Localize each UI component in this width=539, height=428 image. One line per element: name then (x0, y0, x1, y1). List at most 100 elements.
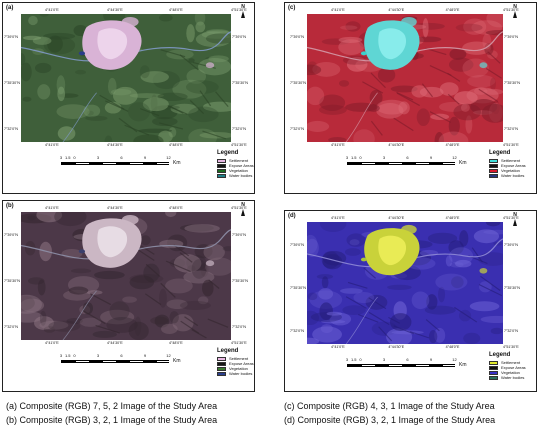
legend-swatch (217, 356, 226, 361)
caption-b: (b) Composite (RGB) 3, 2, 1 Image of the… (6, 415, 218, 425)
legend-swatch (217, 366, 226, 371)
scale-label: 0 (359, 357, 362, 362)
scale-label: 9 (143, 353, 147, 358)
longitude-tick-top: 4°51'30"E (503, 216, 519, 220)
scale-bar-track (347, 162, 456, 165)
scale-bar: 3 1.5 0 3 6 9 12 Km (59, 155, 191, 170)
scale-segment (375, 365, 389, 366)
legend-label: Settlement (229, 157, 249, 163)
map-panel-d: (d) 4°41'0"E 4°44'30"E 4°48'0"E 4°51'30"E 4°… (284, 210, 537, 392)
scale-segment (429, 365, 443, 366)
scale-label: 9 (429, 155, 433, 160)
latitude-tick-left: 7°39'0"N (4, 35, 18, 39)
scale-segment (62, 361, 76, 362)
scale-label: 0 (73, 353, 76, 358)
scale-segment (116, 163, 130, 164)
scale-segment (388, 163, 402, 164)
scale-segment (62, 163, 76, 164)
scale-bar: 3 1.5 0 3 6 9 12 Km (59, 353, 191, 368)
map-panel-c: (c) 4°41'0"E 4°44'30"E 4°48'0"E 4°51'30"E 4°… (284, 2, 537, 194)
panel-letter: (d) (288, 213, 296, 219)
legend-swatch (489, 173, 498, 178)
scale-segment (75, 163, 89, 164)
scale-label: 3 (345, 155, 349, 160)
scale-bar-track (61, 360, 170, 363)
legend-item: Water bodies (489, 375, 526, 380)
longitude-tick-bottom: 4°41'0"E (331, 345, 345, 349)
legend-swatch (217, 163, 226, 168)
longitude-tick-top: 4°48'0"E (445, 8, 460, 12)
legend-swatch (489, 158, 498, 163)
scale-label: 1.5 (64, 353, 71, 358)
legend-swatch (217, 371, 226, 376)
scale-bar: 3 1.5 0 3 6 9 12 Km (346, 357, 477, 372)
legend-item: Vegetation (217, 366, 254, 371)
legend-swatch (489, 365, 498, 370)
scale-segment (415, 163, 429, 164)
longitude-tick-top: 4°51'30"E (231, 206, 247, 210)
longitude-tick-top: 4°44'30"E (107, 206, 123, 210)
scale-unit: Km (173, 160, 181, 166)
north-label: N (241, 202, 245, 208)
longitude-tick-bottom: 4°41'0"E (331, 143, 345, 147)
legend-item: Expose Areas (489, 365, 526, 370)
longitude-tick-top: 4°41'0"E (331, 216, 345, 220)
longitude-tick-bottom: 4°51'30"E (231, 341, 247, 345)
caption-c: (c) Composite (RGB) 4, 3, 1 Image of the… (284, 401, 495, 411)
legend-title: Legend (217, 348, 239, 354)
longitude-tick-top: 4°51'30"E (503, 8, 519, 12)
legend-label: Vegetation (229, 365, 248, 371)
legend-label: Expose Areas (229, 162, 254, 168)
longitude-tick-top: 4°44'30"E (107, 8, 123, 12)
legend-title: Legend (217, 150, 239, 156)
legend-label: Settlement (501, 359, 521, 365)
map-legend: Legend Settlement Expose Areas Vegetation Wa… (489, 150, 526, 178)
panel-letter: (b) (6, 203, 14, 209)
scale-label: 3 (382, 155, 386, 160)
longitude-tick-bottom: 4°44'30"E (388, 345, 405, 349)
scale-label: 3 (382, 357, 386, 362)
latitude-tick-right: 7°35'30"N (504, 286, 520, 290)
scale-label: 12 (452, 155, 457, 160)
legend-swatch (489, 168, 498, 173)
map-legend: Legend Settlement Expose Areas Vegetation Wa… (489, 352, 526, 380)
latitude-tick-left: 7°35'30"N (4, 279, 20, 283)
longitude-tick-top: 4°41'0"E (45, 8, 59, 12)
map-legend: Legend Settlement Expose Areas Vegetation Wa… (217, 150, 254, 178)
scale-label: 0 (359, 155, 362, 160)
legend-item: Expose Areas (217, 361, 254, 366)
legend-item: Expose Areas (489, 163, 526, 168)
legend-item: Settlement (217, 356, 254, 361)
satellite-composite-image (21, 14, 231, 142)
scale-label: 3 (96, 353, 100, 358)
north-arrow-icon: N (511, 213, 519, 226)
longitude-tick-top: 4°41'0"E (45, 206, 59, 210)
north-arrow-icon: N (239, 5, 247, 18)
scale-bar-track (61, 162, 170, 165)
scale-label: 1.5 (350, 155, 357, 160)
scale-segment (348, 365, 362, 366)
legend-item: Vegetation (489, 168, 526, 173)
legend-label: Settlement (501, 157, 521, 163)
scale-label: 6 (406, 357, 409, 362)
legend-label: Expose Areas (501, 162, 526, 168)
scale-label: 3 (59, 155, 63, 160)
scale-segment (375, 163, 389, 164)
scale-label: 9 (429, 357, 433, 362)
legend-label: Expose Areas (229, 360, 254, 366)
legend-swatch (489, 360, 498, 365)
longitude-tick-bottom: 4°44'30"E (107, 341, 123, 345)
north-arrow-head (241, 209, 245, 216)
legend-swatch (217, 361, 226, 366)
legend-item: Water bodies (217, 371, 254, 376)
longitude-tick-bottom: 4°44'30"E (107, 143, 123, 147)
latitude-tick-right: 7°32'0"N (504, 329, 518, 333)
legend-item: Settlement (489, 360, 526, 365)
scale-label: 3 (59, 353, 63, 358)
legend-item: Expose Areas (217, 163, 254, 168)
latitude-tick-right: 7°32'0"N (232, 127, 246, 131)
caption-d: (d) Composite (RGB) 3, 2, 1 Image of the… (284, 415, 496, 425)
north-label: N (513, 212, 517, 218)
north-arrow-head (241, 11, 245, 18)
longitude-tick-bottom: 4°48'0"E (445, 345, 460, 349)
